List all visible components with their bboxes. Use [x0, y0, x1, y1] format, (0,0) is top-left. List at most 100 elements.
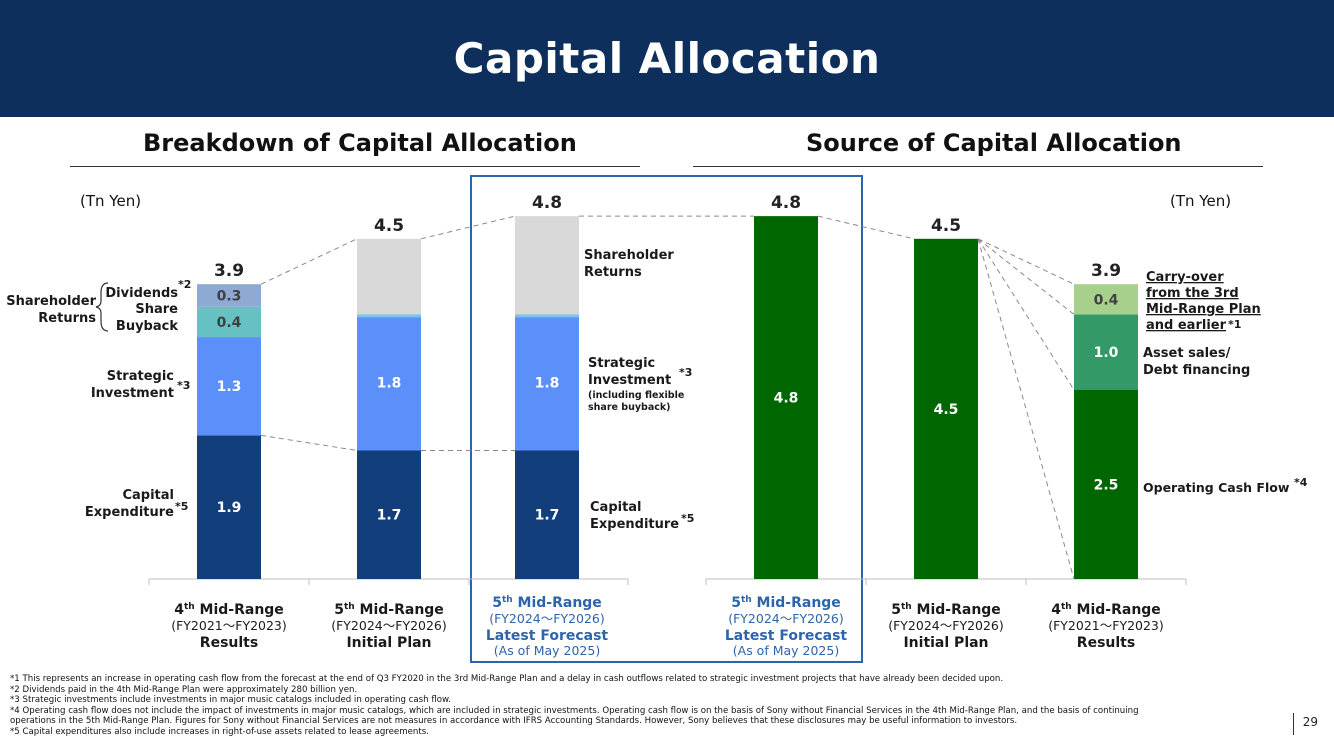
right-category-1-line3: Initial Plan [903, 635, 988, 651]
label-capital-expenditure-right: Capital [590, 500, 642, 515]
right-category-0-line1: 5th Mid-Range [731, 595, 841, 611]
right-total-label: 3.9 [1091, 261, 1121, 281]
footnote-2: *2 Dividends paid in the 4th Mid-Range P… [10, 684, 358, 695]
label-strategic-sub: (including flexible [588, 390, 684, 401]
right-bar-0-operating-cash-flow [754, 216, 818, 579]
note-capital-expenditure: *5 [175, 500, 188, 513]
right-category-1-line1: 5th Mid-Range [891, 602, 1001, 618]
label-strategic-investment-right: Investment [588, 373, 671, 388]
left-total-label: 4.8 [532, 193, 562, 213]
dashed-connector [260, 434, 358, 451]
right-total-label: 4.5 [931, 216, 961, 236]
left-bar-1-shareholder-returns [357, 238, 421, 315]
label-dividends: Dividends [105, 286, 178, 301]
label-capital-expenditure: Capital [122, 488, 174, 503]
left-data-label: 1.9 [217, 500, 242, 516]
label-shareholder-returns: Returns [38, 311, 96, 326]
label-operating-cash-flow: Operating Cash Flow [1143, 480, 1290, 495]
label-strategic-sub: share buyback) [588, 402, 671, 413]
right-section-title: Source of Capital Allocation [806, 129, 1182, 157]
right-category-2-line2: (FY2021～FY2023) [1048, 618, 1164, 633]
footnote-4: *4 Operating cash flow does not include … [10, 705, 1139, 716]
left-bar-2-capital-expenditure [515, 450, 579, 579]
right-data-label: 2.5 [1094, 478, 1119, 494]
dashed-connector [420, 215, 516, 240]
left-data-label: 1.7 [377, 508, 402, 524]
left-bar-0-dividends [197, 284, 261, 307]
right-category-2-line3: Results [1077, 635, 1135, 651]
left-bar-1-strategic-investment [357, 314, 421, 451]
label-asset-sales: Asset sales/ [1143, 346, 1231, 361]
right-category-1-line2: (FY2024～FY2026) [888, 618, 1004, 633]
note-strategic-investment-right: *3 [679, 366, 692, 379]
page-title: Capital Allocation [453, 34, 881, 83]
dashed-connector [977, 238, 1075, 391]
left-strategic-top-edge [357, 314, 421, 318]
header-banner: Capital Allocation [0, 0, 1334, 117]
right-category-0-line3: Latest Forecast [725, 628, 848, 644]
left-strategic-top-edge [515, 314, 579, 318]
note-capital-expenditure-right: *5 [681, 512, 694, 525]
shareholder-returns-brace [95, 282, 109, 332]
label-strategic-investment: Investment [91, 386, 174, 401]
unit-label-left: (Tn Yen) [80, 192, 142, 210]
right-category-0-line4: (As of May 2025) [733, 643, 839, 658]
left-section-underline [70, 166, 640, 167]
left-data-label: 1.3 [217, 379, 242, 395]
label-shareholder-returns: Shareholder [6, 294, 96, 309]
footnote-1: *1 This represents an increase in operat… [10, 674, 1004, 684]
left-total-label: 3.9 [214, 261, 244, 281]
left-bar-0-share-buyback [197, 306, 261, 338]
right-data-label: 4.8 [774, 391, 799, 407]
latest-forecast-highlight-box [470, 175, 863, 663]
dashed-connector [977, 238, 1075, 315]
right-bar-1-operating-cash-flow [914, 238, 978, 580]
right-category-2-line1: 4th Mid-Range [1051, 602, 1161, 618]
dashed-connector [977, 238, 1075, 580]
footnote-3: *3 Strategic investments include investm… [10, 695, 451, 705]
right-data-label: 4.5 [934, 402, 959, 418]
label-carry-over: and earlier [1146, 318, 1227, 333]
footnote-4-cont: operations in the 5th Mid-Range Plan. Fi… [10, 716, 1018, 726]
right-data-label: 1.0 [1094, 345, 1119, 361]
left-bar-1-capital-expenditure [357, 450, 421, 579]
right-bar-2-carry-over-from-the-3rd-mid-range-plan-and-earlier [1074, 284, 1138, 315]
label-shareholder-returns-right: Shareholder [584, 248, 674, 263]
left-category-1-line3: Initial Plan [346, 635, 431, 651]
left-data-label: 1.8 [377, 375, 402, 391]
label-share-buyback: Share [135, 302, 178, 317]
label-asset-sales: Debt financing [1143, 363, 1250, 378]
note-operating-cash-flow: *4 [1294, 476, 1308, 489]
left-category-1-line1: 5th Mid-Range [334, 602, 444, 618]
left-category-0-line1: 4th Mid-Range [174, 602, 284, 618]
label-carry-over: from the 3rd [1146, 286, 1239, 301]
unit-label-right: (Tn Yen) [1170, 192, 1232, 210]
capital-allocation-chart: 1.9 1.3 0.4 0.3 3.9 1.7 1.8 4.5 1.7 1.8 4.8 4.8 4.8 4… [6, 175, 1308, 663]
label-carry-over: Mid-Range Plan [1146, 302, 1261, 317]
right-total-label: 4.8 [771, 193, 801, 213]
left-category-2-line3: Latest Forecast [486, 628, 609, 644]
label-share-buyback: Buyback [116, 319, 178, 334]
label-capital-expenditure: Expenditure [85, 505, 174, 520]
right-category-0-line2: (FY2024～FY2026) [728, 611, 844, 626]
left-category-2-line4: (As of May 2025) [494, 643, 600, 658]
label-strategic-investment-right: Strategic [588, 356, 655, 371]
left-data-label: 1.7 [535, 508, 560, 524]
dashed-connector [817, 215, 915, 240]
label-strategic-investment: Strategic [107, 369, 174, 384]
left-data-label: 1.8 [535, 375, 560, 391]
right-section-underline [693, 166, 1263, 167]
left-category-2-line2: (FY2024～FY2026) [489, 611, 605, 626]
left-bar-2-strategic-investment [515, 314, 579, 451]
note-dividends: *2 [178, 278, 191, 291]
footnote-5: *5 Capital expenditures also include inc… [10, 726, 429, 737]
left-bar-0-capital-expenditure [197, 435, 261, 579]
left-category-1-line2: (FY2024～FY2026) [331, 618, 447, 633]
label-shareholder-returns-right: Returns [584, 265, 642, 280]
right-data-label: 0.4 [1094, 292, 1119, 308]
note-strategic-investment: *3 [177, 379, 190, 392]
label-carry-over: Carry-over [1146, 270, 1224, 285]
footnotes: *1 This represents an increase in operat… [10, 674, 1280, 737]
left-category-0-line2: (FY2021～FY2023) [171, 618, 287, 633]
page-number: 29 [1302, 715, 1318, 729]
